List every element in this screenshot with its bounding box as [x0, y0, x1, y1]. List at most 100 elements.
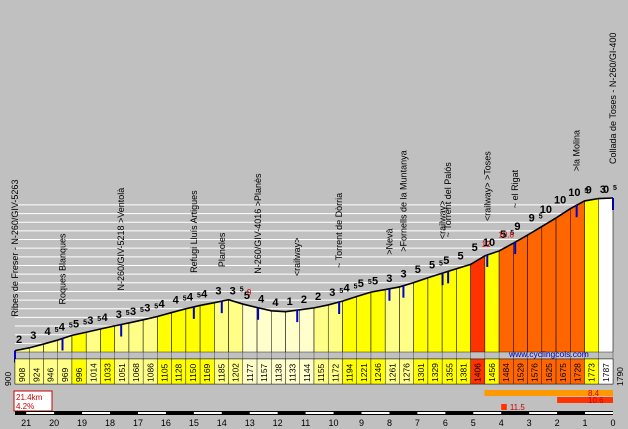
altitude-label: 1068 — [131, 363, 141, 382]
credit-link[interactable]: www.cyclingcols.com — [508, 349, 589, 359]
waypoint-marker — [192, 306, 195, 319]
waypoint-label: <railway> — [292, 238, 302, 277]
km-band — [473, 412, 502, 414]
gradient-decimal: 5 — [240, 287, 244, 294]
waypoint-marker — [338, 302, 341, 315]
gradient-decimal: 5 — [510, 230, 514, 237]
altitude-label: 1456 — [487, 363, 497, 382]
waypoint-label: ~ Torrent del Palós — [443, 162, 453, 238]
altitude-label: 1202 — [231, 363, 241, 382]
km-band — [417, 412, 446, 414]
profile-segment — [541, 217, 557, 353]
gradient-value: 1 — [287, 296, 293, 308]
altitude-label: 1301 — [416, 363, 426, 382]
profile-segment — [342, 296, 357, 353]
gradient-value: 10 — [568, 187, 580, 199]
gradient-value: 3 — [144, 303, 150, 315]
altitude-label: 1381 — [459, 363, 469, 382]
profile-segment — [384, 286, 400, 353]
climb-bars: 8.410.6 11.5 — [484, 389, 613, 412]
waypoint-label: Collada de Toses - N-260/GI-400 — [608, 33, 618, 164]
gradient-value: 3 — [329, 287, 335, 299]
km-tick-label: 13 — [245, 418, 255, 428]
gradient-value: 5 — [358, 278, 364, 290]
gradient-value: 4 — [173, 295, 180, 307]
climb-bar-label: 10.6 — [588, 396, 604, 405]
altitude-label: 1773 — [587, 363, 597, 382]
km-tick-label: 8 — [387, 418, 392, 428]
km-tick-label: 10 — [329, 418, 339, 428]
profile-segment — [456, 264, 471, 353]
profile-segment — [299, 307, 315, 353]
altitude-label: 1625 — [544, 363, 554, 382]
gradient-decimal: 5 — [83, 319, 87, 326]
km-tick-label: 7 — [415, 418, 420, 428]
altitude-label: 1728 — [572, 363, 582, 382]
profile-segment — [584, 198, 599, 353]
gradient-value: 10 — [554, 195, 566, 207]
km-tick-label: 4 — [499, 418, 504, 428]
gradient-value: 0 — [603, 184, 609, 196]
gradient-value: 5 — [415, 264, 421, 276]
gradient-value: 3 — [386, 273, 392, 285]
profile-segment — [171, 308, 187, 353]
waypoint-marker — [447, 271, 450, 284]
summary-distance: 21.4km — [16, 393, 43, 402]
gradient-value: 4 — [45, 326, 52, 338]
altitude-label: 1086 — [145, 363, 155, 382]
altitude-base-label: 900 — [3, 372, 13, 386]
gradient-value: 5 — [500, 229, 506, 241]
altitude-label: 1221 — [359, 363, 369, 382]
waypoint-label: >Nevà — [384, 228, 394, 254]
altitude-label: 1014 — [88, 363, 98, 382]
profile-segment — [356, 291, 372, 353]
waypoint-marker — [14, 350, 16, 363]
gradient-value: 2 — [315, 291, 321, 303]
waypoint-label: ~ el Rigat — [510, 169, 520, 208]
altitude-label: 1150 — [188, 363, 198, 382]
km-tick-label: 12 — [273, 418, 283, 428]
waypoint-marker — [441, 273, 444, 286]
waypoint-label: Ribes de Freser - N-260/GIV-5263 — [10, 180, 20, 317]
profile-segment — [498, 242, 514, 353]
waypoint-labels: Ribes de Freser - N-260/GIV-5263 Roques B… — [10, 33, 618, 317]
profile-segment — [271, 310, 286, 353]
altitude-label: 1144 — [302, 363, 312, 382]
waypoint-label: N-260/GIV-5218 >Ventolà — [116, 188, 126, 291]
altitude-label: 946 — [46, 368, 56, 382]
profile-segment — [142, 316, 158, 353]
altitude-label: 1276 — [402, 363, 412, 382]
gradient-value: 10 — [483, 237, 495, 249]
summary-average: 4.2% — [16, 402, 34, 411]
waypoint-marker — [575, 205, 578, 218]
gradient-value: 5 — [443, 255, 449, 267]
gradient-decimal: 5 — [55, 327, 59, 334]
gradient-value: 3 — [130, 306, 136, 318]
altitude-label: 1185 — [216, 363, 226, 382]
gradient-value: 3 — [87, 315, 93, 327]
altitude-label: 1051 — [117, 363, 127, 382]
annotation-12: 12 — [482, 240, 491, 249]
gradient-value: 4 — [59, 321, 66, 333]
profile-segment — [598, 197, 614, 353]
km-band — [137, 412, 166, 414]
waypoint-marker — [296, 310, 299, 323]
climb-bar-label: 11.5 — [510, 403, 526, 412]
profile-segment — [328, 300, 343, 353]
profile-segment — [413, 277, 429, 353]
gradient-value: 3 — [400, 269, 406, 281]
gradient-value: 4 — [101, 312, 108, 324]
altitude-label: 1246 — [373, 363, 383, 382]
profile-segment — [157, 312, 172, 353]
gradient-value: 2 — [16, 334, 22, 346]
altitude-label: 1157 — [259, 363, 269, 382]
profile-segment — [555, 208, 571, 353]
altitude-label: 969 — [60, 368, 70, 382]
gradient-decimal: 5 — [439, 260, 443, 267]
profile-segment — [427, 272, 443, 353]
altitude-label: 1787 — [601, 363, 611, 382]
altitude-label: 1484 — [501, 363, 511, 382]
gradient-decimal: 5 — [613, 185, 617, 192]
